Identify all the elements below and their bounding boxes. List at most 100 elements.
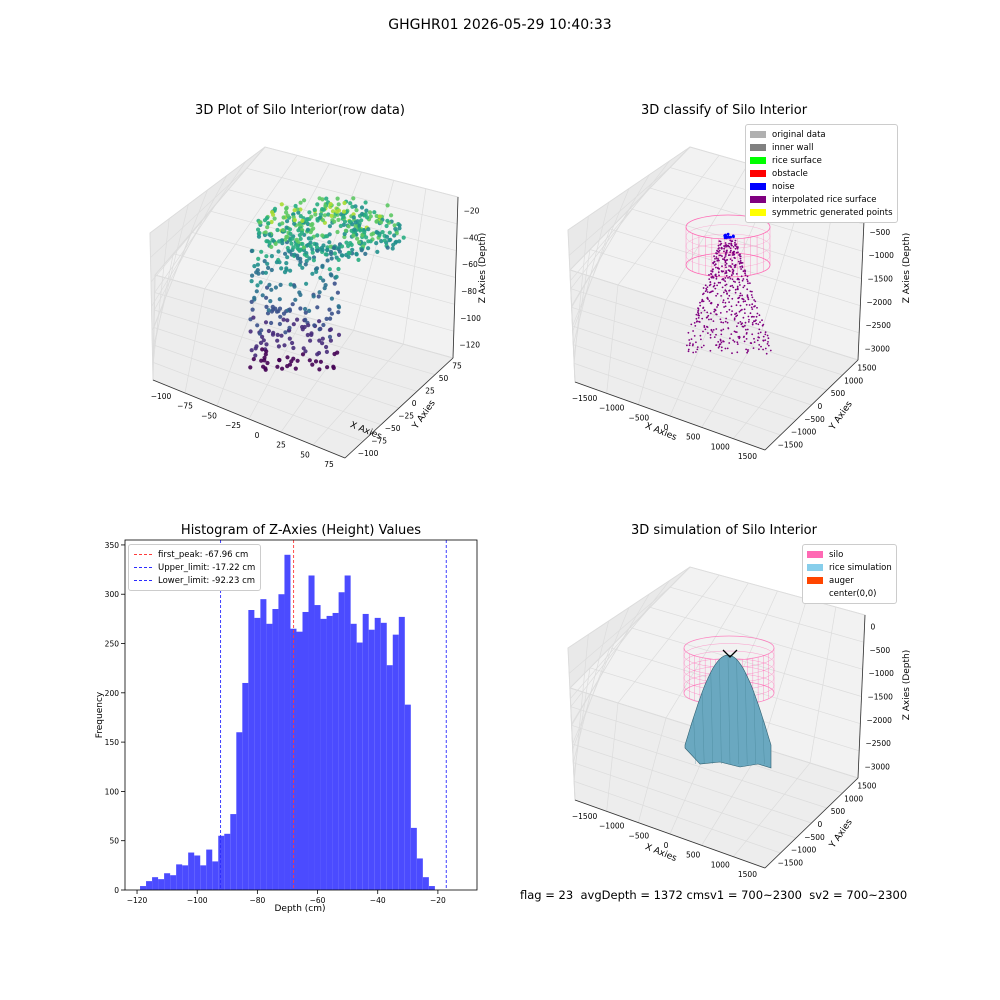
panel1-point [265, 360, 270, 366]
histogram-bar [188, 852, 195, 890]
panel1-point [314, 269, 319, 274]
histogram-bar [356, 642, 363, 890]
panel2-interpolated-point [764, 347, 767, 350]
panel2-y-tick-label: 1500 [857, 363, 876, 372]
panel2-interpolated-point [731, 268, 734, 271]
panel1-point [284, 210, 289, 215]
panel2-noise-point [726, 232, 730, 236]
panel1-point [320, 341, 325, 346]
panel2-interpolated-point [720, 270, 723, 272]
panel2-interpolated-point [734, 291, 737, 294]
panel1-point [320, 263, 325, 268]
panel2-interpolated-point [753, 337, 755, 340]
panel2-interpolated-point [766, 334, 769, 337]
histogram-bar [158, 879, 165, 890]
panel4-x-tick-label: −500 [629, 831, 650, 840]
panel1-point [275, 338, 280, 343]
panel2-interpolated-point [742, 286, 745, 289]
panel1-point [335, 196, 340, 201]
panel2-interpolated-point [749, 282, 751, 285]
panel2-interpolated-point [733, 318, 736, 321]
histogram-bar [410, 827, 417, 890]
panel1-point [364, 208, 369, 213]
panel2-interpolated-point [726, 310, 728, 313]
panel1-x-tick-label: −25 [225, 421, 241, 430]
panel2-interpolated-point [725, 262, 728, 265]
panel2-interpolated-point [751, 322, 754, 324]
panel2-interpolated-point [723, 245, 725, 247]
panel2-interpolated-point [717, 271, 720, 274]
panel2-interpolated-point [738, 337, 741, 340]
histogram-x-tick-label: −100 [187, 896, 208, 905]
panel2-interpolated-point [753, 341, 756, 343]
panel2-interpolated-point [755, 322, 758, 325]
panel1-point [259, 249, 264, 254]
panel2-interpolated-point [728, 242, 730, 245]
panel2-interpolated-point [727, 277, 729, 279]
panel2-interpolated-point [720, 295, 722, 297]
histogram-bar [428, 886, 435, 890]
panel1-point [269, 219, 274, 225]
panel2-interpolated-point [708, 300, 711, 302]
panel2-interpolated-point [727, 327, 730, 330]
panel1-point [252, 264, 257, 269]
panel2-interpolated-point [731, 284, 734, 287]
panel2-interpolated-point [734, 247, 737, 250]
panel1-point [308, 230, 313, 235]
panel2-interpolated-point [734, 241, 736, 244]
panel2-interpolated-point [716, 257, 718, 260]
panel2-interpolated-point [710, 302, 713, 305]
panel2-interpolated-point [695, 317, 698, 320]
panel2-interpolated-point [729, 258, 732, 260]
panel1-point [325, 258, 330, 263]
panel1-point [335, 229, 340, 235]
panel2-interpolated-point [732, 272, 734, 275]
panel1-point [263, 320, 269, 325]
panel2-interpolated-point [743, 308, 746, 311]
panel1-point [275, 364, 280, 369]
panel2-interpolated-point [749, 290, 752, 293]
panel2-interpolated-point [716, 267, 719, 269]
panel2-interpolated-point [736, 314, 739, 317]
panel1-point [297, 222, 302, 227]
panel1-point [379, 239, 384, 244]
panel2-interpolated-point [724, 264, 727, 266]
panel2-interpolated-point [710, 273, 712, 275]
panel1-point [384, 234, 390, 239]
panel1-point [310, 271, 315, 276]
panel2-interpolated-point [711, 290, 714, 293]
panel1-point [249, 348, 254, 353]
panel1-point [254, 289, 259, 294]
panel4-legend-item: center(0,0) [807, 587, 892, 600]
panel1-point [351, 212, 356, 217]
panel2-interpolated-point [711, 270, 714, 273]
panel1-point [320, 207, 325, 212]
panel1-point [363, 251, 368, 256]
panel1-point [338, 223, 343, 229]
panel2-interpolated-point [741, 308, 743, 311]
panel1-point [277, 321, 282, 327]
panel1-point [263, 230, 268, 235]
panel1-point [356, 223, 362, 228]
panel2-interpolated-point [751, 333, 754, 336]
panel2-interpolated-point [709, 336, 712, 339]
panel1-point [284, 206, 289, 211]
panel2-interpolated-point [723, 306, 725, 308]
panel2-interpolated-point [728, 265, 730, 267]
panel2-interpolated-point [730, 274, 733, 277]
panel4-x-tick-label: −1500 [572, 812, 598, 821]
panel4-surface-mesh-line [702, 692, 705, 765]
legend-label: Lower_limit: -92.23 cm [158, 575, 256, 586]
panel1-point [327, 224, 332, 229]
panel2-interpolated-point [719, 312, 722, 314]
panel1-point [335, 290, 340, 295]
panel1-point [292, 284, 297, 289]
panel1-z-tick-label: −20 [464, 206, 480, 215]
panel1-x-axis [152, 379, 346, 459]
panel2-interpolated-point [690, 338, 693, 340]
panel2-interpolated-point [749, 342, 752, 344]
panel1-y-tick-label: −100 [358, 449, 379, 458]
panel2-interpolated-point [739, 255, 742, 258]
panel1-point [298, 306, 303, 311]
histogram-bar [344, 575, 351, 890]
